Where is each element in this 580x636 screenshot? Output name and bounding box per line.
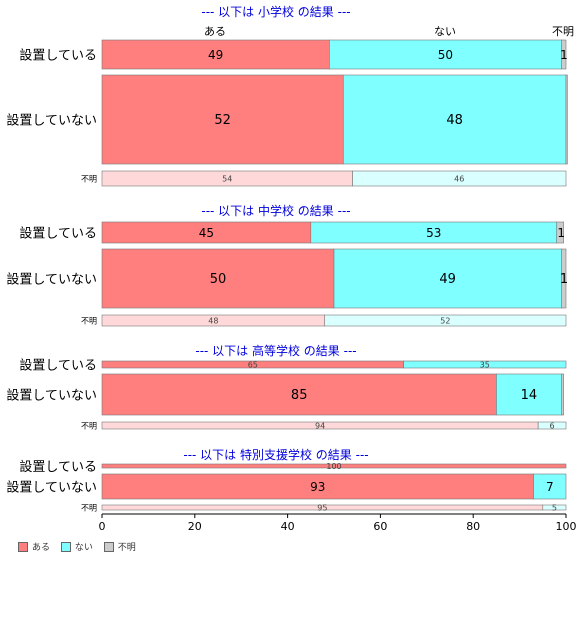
row-label: 不明 bbox=[81, 504, 97, 513]
data-label: 48 bbox=[208, 316, 218, 325]
bar-segment-aru bbox=[101, 463, 567, 469]
row-label: 設置していない bbox=[6, 480, 97, 496]
data-label: 1 bbox=[557, 226, 565, 240]
bar-segment-nai bbox=[342, 74, 567, 165]
panel-title: --- 以下は 小学校 の結果 --- bbox=[201, 4, 350, 19]
data-label: 65 bbox=[248, 360, 258, 369]
legend-label-nai: ない bbox=[74, 543, 93, 553]
data-label: 49 bbox=[208, 48, 223, 62]
bar-segment-nai bbox=[403, 360, 567, 369]
data-label: 46 bbox=[454, 174, 464, 183]
bar-segment-nai bbox=[496, 373, 562, 416]
legend-item-fumei: 不明 bbox=[103, 540, 136, 553]
row-label: 不明 bbox=[81, 422, 97, 431]
data-label: 49 bbox=[439, 272, 456, 287]
legend-swatch-fumei bbox=[103, 541, 114, 552]
bar-segment-aru bbox=[101, 473, 534, 500]
x-tick-label: 20 bbox=[188, 520, 202, 533]
legend-swatch-aru bbox=[18, 541, 28, 552]
bar-segment-aru bbox=[101, 248, 335, 309]
legend-item-nai: ない bbox=[60, 540, 93, 553]
bar-segment-fumei bbox=[565, 74, 568, 165]
row-label: 設置している bbox=[19, 459, 97, 475]
bar-segment-nai bbox=[324, 314, 567, 327]
data-label: 45 bbox=[199, 226, 214, 240]
data-label: 5 bbox=[552, 503, 557, 512]
data-label: 7 bbox=[546, 480, 554, 494]
panel-title: --- 以下は 中学校 の結果 --- bbox=[201, 203, 350, 218]
bar-segment-nai bbox=[352, 170, 567, 187]
data-label: 52 bbox=[214, 113, 231, 128]
data-label: 85 bbox=[291, 388, 308, 403]
bar-segment-nai bbox=[329, 39, 562, 70]
row-label: 設置している bbox=[19, 358, 97, 374]
row-label: 設置していない bbox=[6, 272, 97, 288]
row-label: 設置している bbox=[19, 226, 97, 242]
row-label: 設置していない bbox=[6, 113, 97, 129]
x-tick-label: 40 bbox=[281, 520, 295, 533]
category-header-nai: ない bbox=[434, 25, 456, 38]
x-tick-label: 100 bbox=[556, 520, 577, 533]
data-label: 93 bbox=[310, 480, 325, 494]
data-label: 94 bbox=[315, 421, 325, 430]
row-label: 設置していない bbox=[6, 388, 97, 404]
data-label: 95 bbox=[317, 503, 327, 512]
data-label: 52 bbox=[440, 316, 450, 325]
category-header-fumei: 不明 bbox=[552, 25, 574, 38]
panel-title: --- 以下は 高等学校 の結果 --- bbox=[195, 343, 356, 358]
legend-label-aru: ある bbox=[32, 543, 51, 553]
bar-segment-nai bbox=[533, 473, 567, 500]
bar-segment-aru bbox=[101, 74, 344, 165]
data-label: 14 bbox=[521, 388, 538, 403]
data-label: 35 bbox=[480, 360, 490, 369]
data-label: 1 bbox=[560, 48, 568, 62]
category-header-aru: ある bbox=[204, 25, 226, 38]
row-label: 設置している bbox=[19, 48, 97, 64]
data-label: 50 bbox=[210, 272, 227, 287]
data-label: 1 bbox=[560, 272, 568, 287]
bar-segment-fumei bbox=[561, 39, 567, 70]
bar-segment-nai bbox=[333, 248, 562, 309]
row-label: 不明 bbox=[81, 317, 97, 326]
x-tick-label: 0 bbox=[99, 520, 106, 533]
bar-segment-nai bbox=[537, 421, 567, 430]
legend-swatch-nai bbox=[60, 541, 71, 552]
data-label: 6 bbox=[550, 421, 555, 430]
legend-item-aru: ある bbox=[18, 540, 50, 553]
legend-label-fumei: 不明 bbox=[117, 543, 136, 553]
bar-segment-fumei bbox=[561, 373, 564, 416]
panel-title: --- 以下は 特別支援学校 の結果 --- bbox=[183, 447, 368, 462]
data-label: 48 bbox=[446, 113, 463, 128]
bar-segment-aru bbox=[101, 373, 497, 416]
bar-segment-fumei bbox=[556, 221, 564, 244]
data-label: 54 bbox=[222, 174, 232, 183]
legend: ある ない 不明 bbox=[18, 540, 144, 555]
data-label: 53 bbox=[426, 226, 441, 240]
bar-segment-fumei bbox=[561, 248, 567, 309]
x-tick-label: 80 bbox=[466, 520, 480, 533]
data-label: 100 bbox=[326, 462, 341, 471]
x-tick-label: 60 bbox=[373, 520, 387, 533]
row-label: 不明 bbox=[81, 175, 97, 184]
data-label: 50 bbox=[438, 48, 453, 62]
bar-segment-nai bbox=[542, 504, 567, 511]
